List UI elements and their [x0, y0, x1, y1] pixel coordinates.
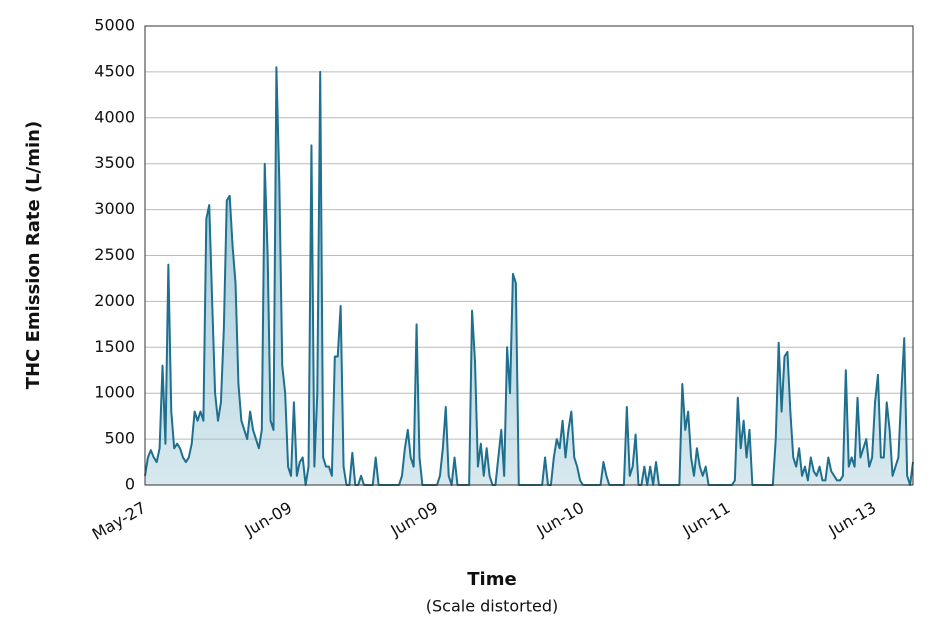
y-tick-label: 5000 [94, 16, 135, 35]
y-tick-label: 1500 [94, 337, 135, 356]
x-axis-label: Time [467, 569, 516, 590]
y-tick-label: 4500 [94, 61, 135, 80]
x-tick-label: May-27 [89, 498, 150, 544]
x-axis-sublabel: (Scale distorted) [426, 597, 558, 616]
plot-frame [144, 25, 914, 486]
y-tick-label: 3500 [94, 153, 135, 172]
y-tick-label: 4000 [94, 107, 135, 126]
x-tick-label: Jun-09 [387, 498, 442, 541]
x-tick-label: Jun-10 [533, 498, 588, 541]
y-tick-label: 2500 [94, 245, 135, 264]
line [144, 66, 914, 486]
y-tick-label: 500 [104, 429, 135, 448]
x-tick-label: Jun-11 [679, 498, 734, 541]
y-tick-label: 2000 [94, 291, 135, 310]
y-axis-label: THC Emission Rate (L/min) [23, 121, 44, 389]
y-tick-label: 0 [125, 475, 135, 494]
y-tick-label: 3000 [94, 199, 135, 218]
area [145, 67, 913, 485]
y-tick-label: 1000 [94, 383, 135, 402]
x-tick-label: Jun-09 [241, 498, 296, 541]
x-tick-label: Jun-13 [825, 498, 880, 541]
